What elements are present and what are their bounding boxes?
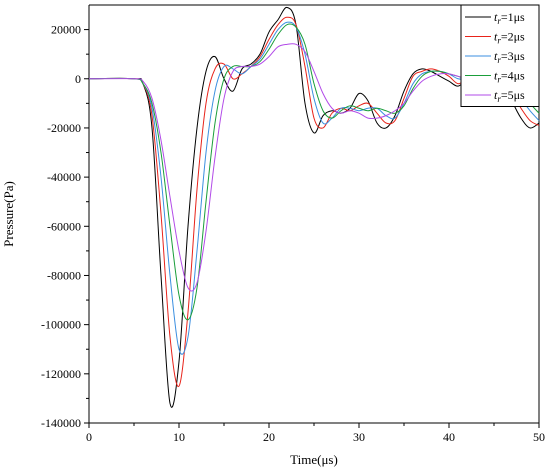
y-tick-label: -40000 xyxy=(47,170,81,184)
y-tick-label: -20000 xyxy=(47,121,81,135)
legend-label-3: tr=3μs xyxy=(494,49,525,65)
y-tick-label: -100000 xyxy=(41,318,81,332)
y-tick-label: 20000 xyxy=(51,23,81,37)
legend-label-2: tr=2μs xyxy=(494,30,525,46)
legend: tr=1μs tr=2μs tr=3μs tr=4μs tr=5μs xyxy=(460,4,540,107)
y-tick-label: -120000 xyxy=(41,367,81,381)
x-tick-label: 30 xyxy=(353,430,365,444)
y-tick-label: 0 xyxy=(75,72,81,86)
x-tick-label: 0 xyxy=(86,430,92,444)
x-axis-title: Time(μs) xyxy=(290,452,338,467)
x-tick-label: 20 xyxy=(263,430,275,444)
x-tick-label: 10 xyxy=(173,430,185,444)
y-tick-label: -140000 xyxy=(41,416,81,430)
x-tick-label: 50 xyxy=(533,430,545,444)
legend-label-5: tr=5μs xyxy=(494,88,525,104)
x-ticks: 0 10 20 30 40 50 xyxy=(86,423,545,444)
y-tick-label: -60000 xyxy=(47,219,81,233)
y-ticks: 20000 0 -20000 -40000 -60000 -80000 -100000 -12… xyxy=(41,23,89,430)
legend-label-1: tr=1μs xyxy=(494,10,525,26)
y-tick-label: -80000 xyxy=(47,268,81,282)
legend-label-4: tr=4μs xyxy=(494,69,525,85)
y-axis-title: Pressure(Pa) xyxy=(1,181,16,247)
x-tick-label: 40 xyxy=(443,430,455,444)
